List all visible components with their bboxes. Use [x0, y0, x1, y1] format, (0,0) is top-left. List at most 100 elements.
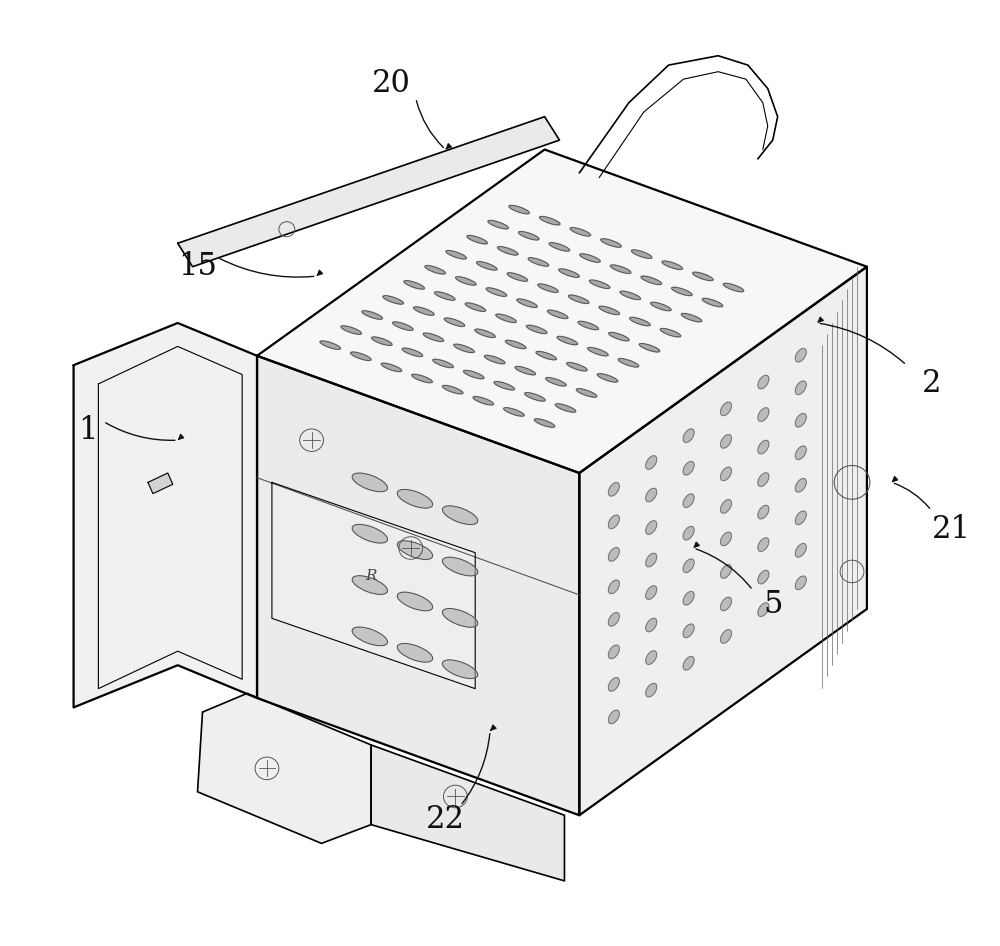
Ellipse shape [795, 381, 806, 394]
Ellipse shape [702, 298, 723, 307]
Ellipse shape [578, 322, 599, 330]
Ellipse shape [580, 254, 600, 262]
Ellipse shape [683, 462, 694, 475]
Ellipse shape [442, 608, 478, 627]
Ellipse shape [488, 220, 508, 229]
Ellipse shape [567, 362, 587, 371]
Ellipse shape [758, 440, 769, 454]
Ellipse shape [494, 381, 515, 390]
Ellipse shape [588, 347, 608, 356]
Ellipse shape [435, 291, 455, 300]
Ellipse shape [528, 257, 549, 266]
Ellipse shape [681, 313, 702, 322]
Ellipse shape [758, 570, 769, 584]
Ellipse shape [526, 325, 547, 334]
Ellipse shape [609, 332, 629, 341]
Ellipse shape [442, 506, 478, 524]
Ellipse shape [630, 317, 650, 325]
Ellipse shape [423, 333, 444, 342]
Ellipse shape [465, 303, 486, 311]
Ellipse shape [546, 377, 566, 386]
Ellipse shape [456, 276, 476, 286]
Text: 20: 20 [371, 68, 410, 99]
Ellipse shape [646, 456, 657, 469]
Ellipse shape [795, 511, 806, 525]
Polygon shape [371, 745, 564, 881]
Ellipse shape [538, 284, 558, 292]
Ellipse shape [720, 532, 732, 546]
Ellipse shape [651, 302, 671, 311]
Ellipse shape [425, 266, 445, 274]
Ellipse shape [758, 537, 769, 552]
Ellipse shape [498, 247, 518, 255]
Ellipse shape [723, 283, 744, 291]
Ellipse shape [646, 488, 657, 501]
Ellipse shape [414, 307, 434, 315]
Ellipse shape [412, 375, 432, 383]
Ellipse shape [795, 348, 806, 362]
Ellipse shape [515, 366, 536, 375]
Ellipse shape [693, 272, 713, 281]
Ellipse shape [597, 374, 618, 382]
Ellipse shape [402, 348, 423, 357]
Ellipse shape [660, 328, 681, 337]
Ellipse shape [444, 318, 465, 326]
Ellipse shape [683, 624, 694, 638]
Ellipse shape [517, 299, 537, 307]
Ellipse shape [576, 389, 597, 397]
Ellipse shape [599, 307, 620, 315]
Ellipse shape [557, 336, 578, 345]
Ellipse shape [631, 250, 652, 258]
Ellipse shape [795, 446, 806, 460]
Polygon shape [74, 323, 257, 708]
Ellipse shape [381, 363, 402, 372]
Ellipse shape [758, 603, 769, 617]
Ellipse shape [534, 419, 555, 428]
Ellipse shape [477, 262, 497, 271]
Ellipse shape [559, 269, 579, 277]
Ellipse shape [720, 630, 732, 643]
Text: 15: 15 [178, 252, 217, 282]
Ellipse shape [372, 337, 392, 345]
Ellipse shape [639, 343, 660, 352]
Ellipse shape [683, 559, 694, 572]
Ellipse shape [618, 359, 639, 367]
Polygon shape [579, 267, 867, 815]
Ellipse shape [352, 473, 388, 492]
Ellipse shape [646, 683, 657, 697]
Ellipse shape [795, 544, 806, 557]
Ellipse shape [351, 352, 371, 360]
Ellipse shape [795, 413, 806, 427]
Ellipse shape [720, 597, 732, 611]
Ellipse shape [404, 281, 424, 289]
Ellipse shape [525, 393, 545, 401]
Ellipse shape [352, 576, 388, 594]
Ellipse shape [795, 479, 806, 492]
Ellipse shape [484, 356, 505, 364]
Ellipse shape [442, 385, 463, 394]
Ellipse shape [720, 434, 732, 448]
Ellipse shape [397, 489, 433, 508]
Polygon shape [257, 149, 867, 473]
Text: 21: 21 [932, 514, 971, 545]
Ellipse shape [505, 341, 526, 349]
Polygon shape [148, 473, 173, 494]
Ellipse shape [454, 344, 474, 353]
Ellipse shape [683, 591, 694, 605]
Ellipse shape [352, 524, 388, 543]
Ellipse shape [473, 396, 494, 405]
Ellipse shape [555, 404, 576, 412]
Ellipse shape [720, 565, 732, 578]
Ellipse shape [683, 657, 694, 670]
Ellipse shape [433, 359, 453, 368]
Ellipse shape [720, 499, 732, 514]
Ellipse shape [646, 553, 657, 567]
Ellipse shape [519, 232, 539, 240]
Ellipse shape [475, 329, 495, 338]
Ellipse shape [568, 295, 589, 304]
Ellipse shape [620, 291, 641, 300]
Ellipse shape [547, 310, 568, 319]
Ellipse shape [341, 325, 362, 334]
Ellipse shape [397, 541, 433, 559]
Ellipse shape [320, 341, 341, 349]
